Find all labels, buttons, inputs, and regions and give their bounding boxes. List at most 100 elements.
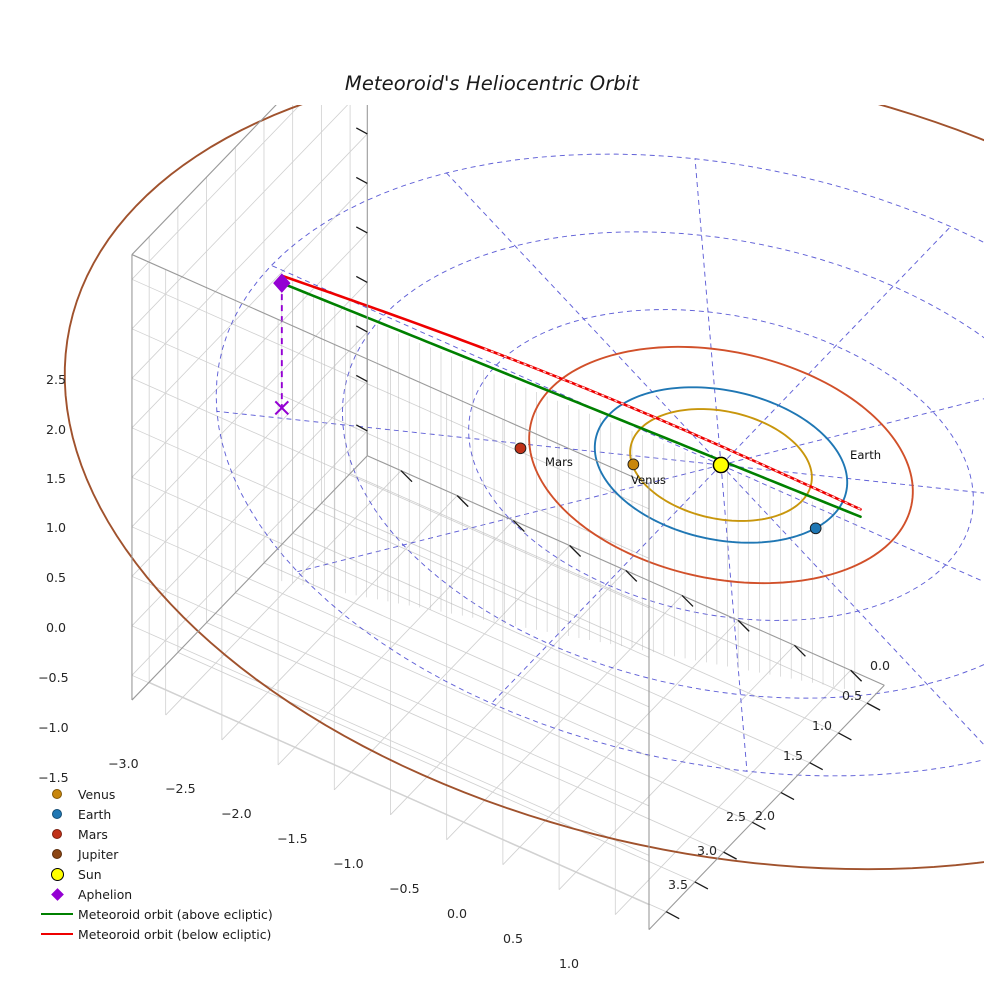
floor-gridline-y	[263, 562, 782, 793]
z-axis-tick-label: 0.0	[46, 620, 67, 635]
legend-item[interactable]: Aphelion	[36, 884, 336, 904]
ytick-mark	[838, 732, 852, 741]
legend-label: Meteoroid orbit (above ecliptic)	[78, 906, 273, 922]
legend-item[interactable]: Earth	[36, 804, 336, 824]
xtick-mark	[569, 545, 582, 557]
circle-marker-icon	[52, 809, 62, 819]
wall-gridline-horizontal	[131, 476, 650, 708]
ytick-mark	[723, 851, 737, 860]
floor-gridline-x	[446, 595, 683, 841]
z-axis-tick-label: 0.5	[46, 570, 67, 585]
page-title: Meteoroid's Heliocentric Orbit	[344, 72, 640, 95]
legend-marker-mars	[36, 824, 78, 844]
legend-label: Meteoroid orbit (below ecliptic)	[78, 926, 272, 942]
leftwall-gridline-horizontal	[131, 282, 368, 528]
legend-label: Venus	[78, 786, 116, 802]
legend-item[interactable]: Meteoroid orbit (above ecliptic)	[36, 904, 336, 924]
xtick-mark	[625, 570, 638, 582]
ztick-mark	[355, 226, 368, 234]
ztick-mark	[356, 29, 367, 35]
legend-marker-jupiter	[36, 844, 78, 864]
polar-spoke	[446, 172, 722, 466]
ytick-mark	[752, 821, 766, 830]
legend: Venus Earth Mars Jupiter Sun Aphelion Meteoroi…	[36, 784, 336, 944]
legend-marker-meteoroid-orbit-above-ecliptic	[36, 904, 78, 924]
floor-gridline-x	[165, 470, 402, 716]
floor-gridline-y	[177, 651, 696, 883]
leftwall-gridline-horizontal	[131, 105, 349, 330]
y-axis-tick-label: 0.5	[842, 688, 863, 703]
planet-marker-earth[interactable]	[809, 522, 822, 535]
z-axis-tick-label: −0.5	[38, 670, 69, 685]
orbit-mars	[528, 345, 914, 585]
planet-marker-mars[interactable]	[514, 442, 527, 455]
y-axis-tick-label: 2.5	[726, 809, 747, 824]
legend-marker-earth	[36, 804, 78, 824]
legend-item[interactable]: Jupiter	[36, 844, 336, 864]
circle-marker-icon	[52, 829, 62, 839]
ytick-mark	[665, 911, 680, 920]
y-axis-tick-label: 0.0	[870, 658, 891, 673]
wall-gridline-horizontal	[131, 575, 650, 807]
body-label-earth: Earth	[850, 448, 882, 462]
planet-marker-venus[interactable]	[627, 458, 640, 471]
floor-gridline-y	[149, 681, 667, 913]
x-axis-tick-label: −0.5	[389, 881, 420, 896]
ytick-mark	[780, 791, 795, 801]
floor-gridline-y	[292, 532, 810, 764]
y-axis-tick-label: 3.5	[668, 877, 689, 892]
legend-item[interactable]: Venus	[36, 784, 336, 804]
legend-label: Aphelion	[78, 886, 133, 902]
diamond-marker-icon	[50, 887, 64, 901]
aphelion-diamond-icon[interactable]	[273, 273, 291, 293]
legend-item[interactable]: Meteoroid orbit (below ecliptic)	[36, 924, 336, 944]
polar-spoke	[216, 410, 722, 466]
ztick-mark	[355, 275, 368, 284]
circle-marker-icon	[52, 789, 62, 799]
polar-spoke	[720, 226, 951, 466]
ztick-mark	[356, 78, 367, 84]
leftwall-gridline-horizontal	[131, 331, 368, 577]
z-axis-tick-label: 2.0	[46, 422, 67, 437]
legend-label: Earth	[78, 806, 112, 822]
sun-marker[interactable]	[712, 456, 730, 474]
z-axis-tick-label: 1.5	[46, 471, 67, 486]
orbit-jupiter	[63, 105, 984, 871]
line-marker-icon	[41, 912, 73, 916]
x-axis-tick-label: −1.5	[277, 831, 308, 846]
xtick-mark	[400, 470, 413, 483]
legend-marker-meteoroid-orbit-below-ecliptic	[36, 924, 78, 944]
x-axis-tick-label: −2.0	[221, 806, 252, 821]
ztick-mark	[355, 424, 368, 432]
floor-gridline-x	[333, 545, 570, 791]
ztick-mark	[355, 325, 368, 333]
polar-spoke	[694, 158, 722, 466]
floor-gridline-y	[206, 622, 724, 853]
wall-gridline-horizontal	[131, 278, 650, 510]
body-label-mars: Mars	[545, 455, 573, 469]
x-axis-tick-label: 0.0	[447, 906, 468, 921]
ztick-mark	[355, 127, 368, 135]
x-axis-tick-label: 0.5	[503, 931, 524, 946]
polar-spoke	[491, 464, 722, 704]
leftwall-gridline-horizontal	[131, 430, 368, 676]
floor-gridline-y	[349, 473, 868, 704]
legend-label: Jupiter	[78, 846, 119, 862]
polar-spoke	[720, 464, 984, 494]
ytick-mark	[866, 702, 881, 711]
y-axis-tick-label: 1.0	[812, 718, 833, 733]
ztick-mark	[355, 176, 368, 185]
y-axis-tick-label: 3.0	[697, 843, 718, 858]
floor-gridline-x	[390, 570, 627, 816]
x-axis-tick-label: −3.0	[108, 756, 139, 771]
legend-item[interactable]: Sun	[36, 864, 336, 884]
axis-spine-y-left	[131, 455, 368, 701]
body-label-venus: Venus	[631, 473, 666, 487]
circle-marker-icon	[52, 849, 62, 859]
legend-item[interactable]: Mars	[36, 824, 336, 844]
leftwall-gridline-horizontal	[131, 232, 368, 478]
floor-gridline-x	[558, 645, 795, 890]
z-axis-tick-label: −1.5	[38, 770, 69, 785]
axis-spine-top-left	[131, 105, 277, 255]
